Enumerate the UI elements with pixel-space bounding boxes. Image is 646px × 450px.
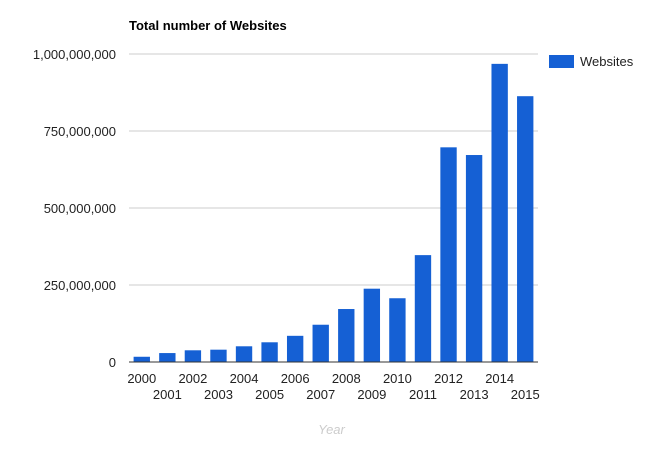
x-tick-label: 2001: [153, 387, 182, 402]
x-tick-label: 2010: [383, 371, 412, 386]
legend[interactable]: Websites: [549, 54, 634, 69]
x-tick-label: 2004: [230, 371, 259, 386]
bar-2015[interactable]: [517, 96, 534, 363]
bar-2007[interactable]: [312, 324, 329, 362]
bars: [133, 63, 534, 363]
x-tick-label: 2013: [460, 387, 489, 402]
bar-2011[interactable]: [414, 255, 432, 362]
x-tick-label: 2002: [178, 371, 207, 386]
y-tick-label: 1,000,000,000: [33, 47, 116, 62]
x-tick-label: 2014: [485, 371, 514, 386]
x-tick-label: 2007: [306, 387, 335, 402]
x-tick-label: 2009: [357, 387, 386, 402]
x-tick-label: 2006: [281, 371, 310, 386]
bar-2009[interactable]: [363, 288, 381, 362]
x-tick-label: 2000: [127, 371, 156, 386]
bar-2000[interactable]: [133, 356, 150, 362]
bar-2005[interactable]: [261, 342, 278, 362]
bar-2010[interactable]: [389, 298, 406, 362]
y-tick-label: 750,000,000: [44, 124, 116, 139]
bar-2003[interactable]: [210, 349, 227, 362]
bar-2008[interactable]: [338, 309, 355, 362]
x-tick-label: 2011: [409, 387, 437, 402]
bar-2013[interactable]: [465, 155, 483, 362]
bar-2004[interactable]: [235, 346, 253, 362]
bar-2002[interactable]: [184, 350, 202, 362]
bar-2001[interactable]: [159, 353, 176, 362]
x-tick-label: 2015: [511, 387, 540, 402]
y-axis-ticks: 0 250,000,000 500,000,000 750,000,000 1,000,…: [33, 47, 116, 370]
bar-2006[interactable]: [286, 335, 304, 362]
chart-title: Total number of Websites: [129, 18, 287, 33]
bar-2014[interactable]: [491, 63, 508, 363]
y-tick-label: 0: [109, 355, 116, 370]
y-tick-label: 250,000,000: [44, 278, 116, 293]
x-tick-label: 2003: [204, 387, 233, 402]
x-axis-title: Year: [318, 422, 345, 437]
x-tick-label: 2008: [332, 371, 361, 386]
x-tick-label: 2012: [434, 371, 463, 386]
bar-2012[interactable]: [440, 147, 457, 362]
x-axis-ticks: 2000200120022003200420052006200720082009…: [127, 371, 539, 402]
legend-label: Websites: [580, 54, 634, 69]
x-tick-label: 2005: [255, 387, 284, 402]
y-tick-label: 500,000,000: [44, 201, 116, 216]
legend-swatch: [549, 55, 574, 68]
